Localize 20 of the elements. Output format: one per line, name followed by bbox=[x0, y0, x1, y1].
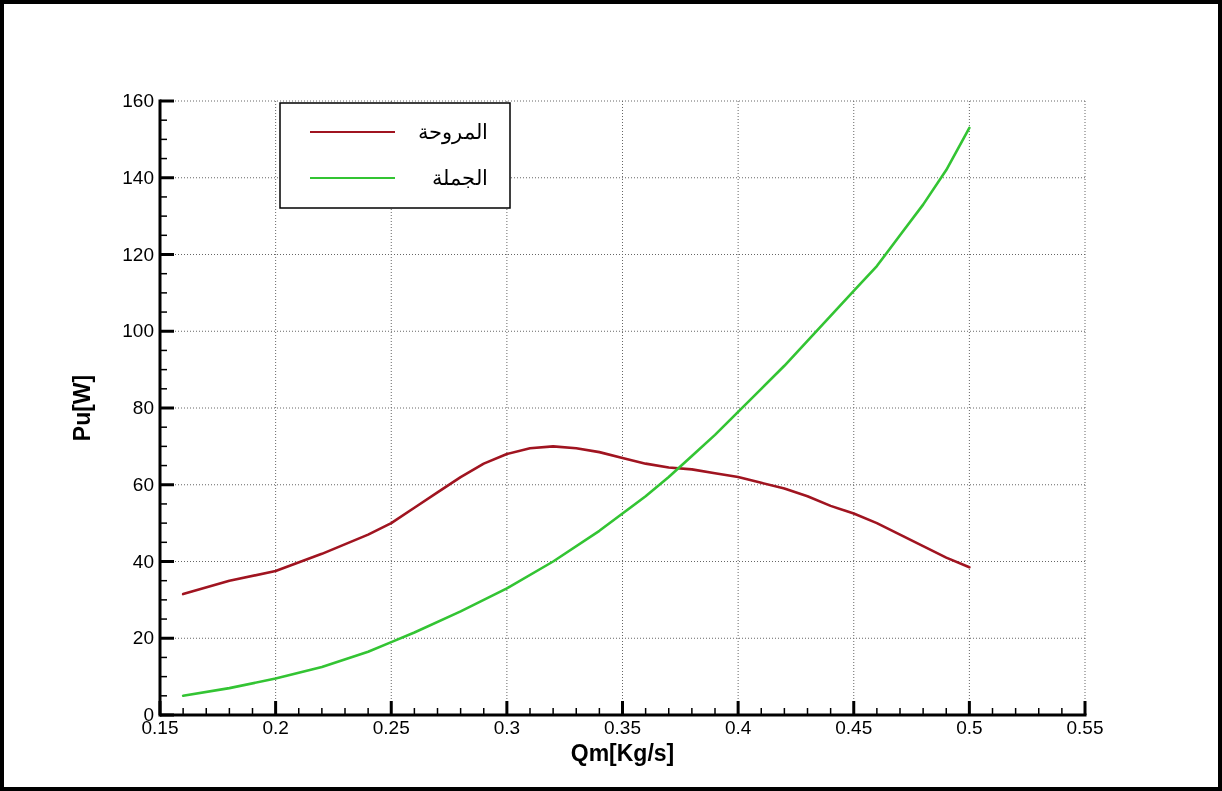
legend-label: الجملة bbox=[432, 166, 488, 189]
y-tick-label: 40 bbox=[132, 550, 154, 572]
y-axis-title: Pu[W] bbox=[69, 374, 95, 442]
x-tick-label: 0.25 bbox=[372, 717, 410, 738]
x-tick-label: 0.5 bbox=[956, 717, 983, 738]
y-tick-label: 100 bbox=[122, 320, 154, 342]
y-tick-label: 120 bbox=[122, 243, 154, 265]
x-tick-label: 0.45 bbox=[835, 717, 873, 738]
y-tick-label: 80 bbox=[132, 397, 154, 418]
x-tick-label: 0.55 bbox=[1066, 717, 1104, 738]
x-tick-label: 0.35 bbox=[604, 717, 641, 738]
y-tick-label: 160 bbox=[122, 90, 154, 111]
y-tick-label: 60 bbox=[132, 473, 154, 495]
y-tick-label: 140 bbox=[122, 166, 154, 188]
x-tick-label: 0.2 bbox=[262, 717, 289, 738]
x-tick-label: 0.3 bbox=[493, 717, 521, 738]
legend-label: المروحة bbox=[418, 120, 488, 145]
x-tick-label: 0.4 bbox=[724, 717, 752, 738]
x-axis-title: Qm[Kg/s] bbox=[570, 740, 675, 766]
y-tick-label: 20 bbox=[132, 627, 154, 649]
